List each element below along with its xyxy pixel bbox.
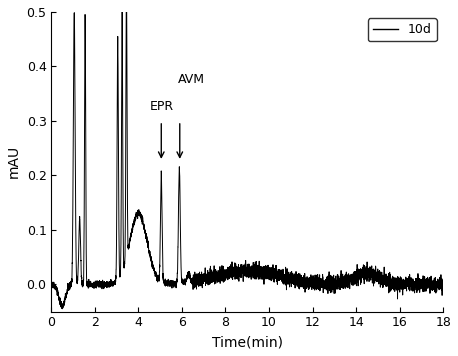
Text: EPR: EPR (149, 100, 174, 113)
X-axis label: Time(min): Time(min) (212, 335, 283, 349)
Legend: 10d: 10d (368, 18, 437, 41)
Text: AVM: AVM (178, 73, 205, 86)
Y-axis label: mAU: mAU (7, 145, 21, 178)
